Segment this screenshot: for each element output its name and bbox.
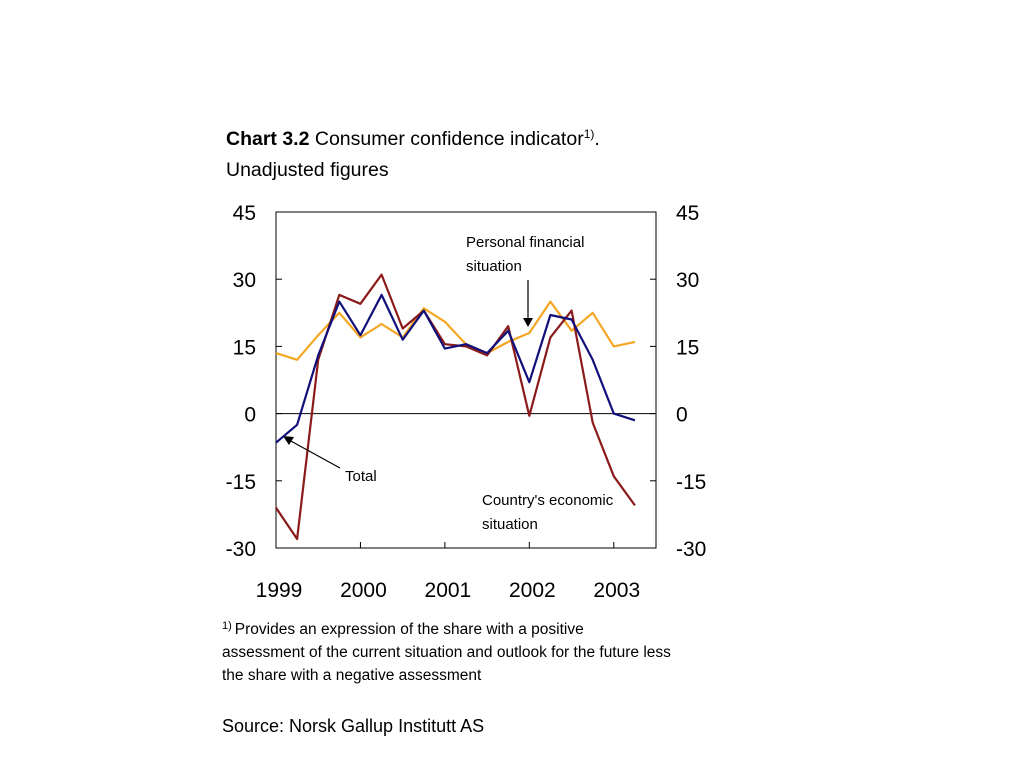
arrow-total <box>288 439 341 469</box>
arrowhead-total <box>283 436 294 445</box>
footnote-line: assessment of the current situation and … <box>222 644 671 661</box>
x-tick-label: 2000 <box>340 579 387 602</box>
y-tick-label: -15 <box>226 471 256 494</box>
y-tick-label: 15 <box>233 336 256 359</box>
note-mark: 1) <box>584 127 595 141</box>
footnote-mark: 1) <box>222 620 232 632</box>
y-tick-label: 0 <box>244 404 256 427</box>
annotation: Total <box>345 468 377 485</box>
y2-tick-label: 15 <box>676 336 699 359</box>
footnote-line: the share with a negative assessment <box>222 667 482 684</box>
y2-tick-label: -15 <box>676 471 706 494</box>
chart-title: Chart 3.2 Consumer confidence indicator1… <box>226 127 600 150</box>
y2-tick-label: 0 <box>676 404 688 427</box>
annotation: situation <box>466 258 522 275</box>
chart-subtitle: Unadjusted figures <box>226 159 389 181</box>
source: Source: Norsk Gallup Institutt AS <box>222 716 484 736</box>
annotation: Personal financial <box>466 234 584 251</box>
y2-tick-label: -30 <box>676 538 706 561</box>
series-line <box>275 300 636 361</box>
x-tick-label: 2002 <box>509 579 556 602</box>
x-tick-label: 2003 <box>593 579 640 602</box>
arrowhead-personal <box>523 318 533 327</box>
title-end: . <box>594 128 599 150</box>
y2-tick-label: 45 <box>676 202 699 225</box>
y-tick-label: 30 <box>233 269 256 292</box>
x-tick-label: 1999 <box>256 579 303 602</box>
plot-frame <box>275 211 657 549</box>
x-tick-label: 2001 <box>425 579 472 602</box>
footnote-line: Provides an expression of the share with… <box>235 621 584 638</box>
series-line <box>275 293 636 444</box>
y-tick-label: -30 <box>226 538 256 561</box>
footnote: 1) Provides an expression of the share wi… <box>222 620 584 638</box>
y2-tick-label: 30 <box>676 269 699 292</box>
chart-label: Chart 3.2 <box>226 128 310 150</box>
annotation: Country's economic <box>482 492 614 509</box>
annotation: situation <box>482 516 538 533</box>
title-text: Consumer confidence indicator <box>315 128 584 150</box>
y-tick-label: 45 <box>233 202 256 225</box>
